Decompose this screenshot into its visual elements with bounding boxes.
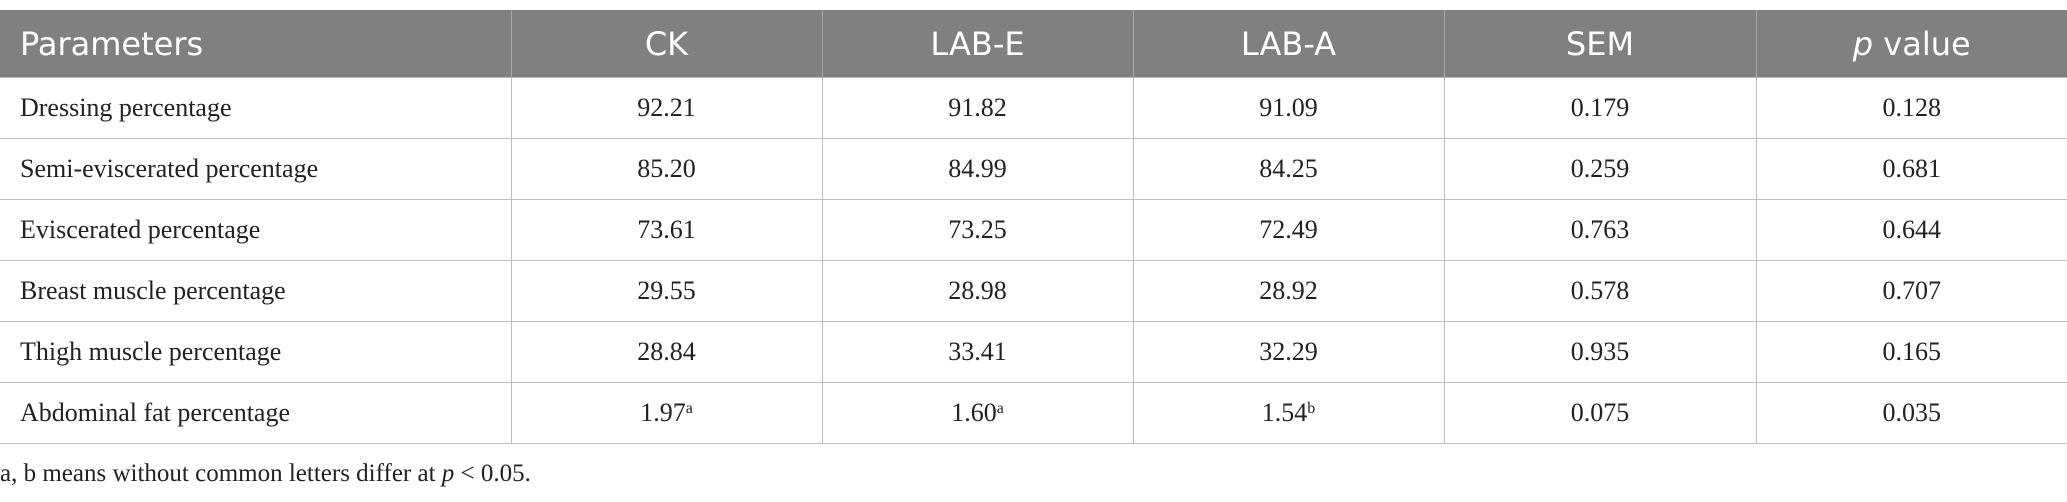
cell: 84.99 bbox=[821, 138, 1134, 200]
cell: 84.25 bbox=[1132, 138, 1445, 200]
data-table: Parameters CK LAB-E LAB-A SEM p value Dressin… bbox=[0, 10, 2067, 444]
cell-value: 1.97 bbox=[640, 398, 686, 427]
row-label: Thigh muscle percentage bbox=[0, 321, 512, 383]
table-row: Eviscerated percentage 73.61 73.25 72.49 0.7… bbox=[0, 199, 2067, 261]
footnote-text: a, b means without common letters differ… bbox=[0, 460, 442, 487]
cell: 1.97a bbox=[510, 382, 823, 444]
cell: 0.707 bbox=[1755, 260, 2067, 322]
header-text: value bbox=[1873, 24, 1971, 63]
footnote-italic: p bbox=[441, 460, 455, 487]
cell: 33.41 bbox=[821, 321, 1134, 383]
cell-value: 1.60 bbox=[951, 398, 997, 427]
cell: 28.84 bbox=[510, 321, 823, 383]
column-header: LAB-A bbox=[1132, 10, 1444, 78]
header-italic: p bbox=[1852, 24, 1874, 63]
row-label: Dressing percentage bbox=[0, 77, 512, 139]
cell: 1.54b bbox=[1132, 382, 1445, 444]
cell: 91.09 bbox=[1132, 77, 1445, 139]
row-label: Abdominal fat percentage bbox=[0, 382, 512, 444]
cell: 73.25 bbox=[821, 199, 1134, 261]
cell: 28.92 bbox=[1132, 260, 1445, 322]
cell: 72.49 bbox=[1132, 199, 1445, 261]
cell: 32.29 bbox=[1132, 321, 1445, 383]
cell: 0.035 bbox=[1755, 382, 2067, 444]
cell-superscript: a bbox=[996, 400, 1004, 417]
table-row: Abdominal fat percentage 1.97a 1.60a 1.54b 0… bbox=[0, 382, 2067, 444]
table-row: Breast muscle percentage 29.55 28.98 28.92 0… bbox=[0, 260, 2067, 322]
column-header: CK bbox=[510, 10, 822, 78]
row-label: Semi-eviscerated percentage bbox=[0, 138, 512, 200]
header-row: Parameters CK LAB-E LAB-A SEM p value bbox=[0, 10, 2067, 78]
cell: 73.61 bbox=[510, 199, 823, 261]
cell: 0.259 bbox=[1443, 138, 1757, 200]
footnote-text: < 0.05. bbox=[454, 460, 531, 487]
column-header: LAB-E bbox=[821, 10, 1133, 78]
row-label: Breast muscle percentage bbox=[0, 260, 512, 322]
table-row: Dressing percentage 92.21 91.82 91.09 0.179 0… bbox=[0, 77, 2067, 139]
cell: 1.60a bbox=[821, 382, 1134, 444]
cell: 29.55 bbox=[510, 260, 823, 322]
cell: 0.179 bbox=[1443, 77, 1757, 139]
footnote: a, b means without common letters differ… bbox=[0, 460, 531, 488]
column-header: Parameters bbox=[0, 10, 511, 78]
cell-superscript: a bbox=[685, 400, 693, 417]
cell: 85.20 bbox=[510, 138, 823, 200]
cell: 91.82 bbox=[821, 77, 1134, 139]
cell: 0.165 bbox=[1755, 321, 2067, 383]
cell-value: 1.54 bbox=[1261, 398, 1308, 427]
table-head: Parameters CK LAB-E LAB-A SEM p value bbox=[0, 10, 2067, 78]
cell: 0.578 bbox=[1443, 260, 1757, 322]
cell: 92.21 bbox=[510, 77, 823, 139]
cell: 0.935 bbox=[1443, 321, 1757, 383]
table-body: Dressing percentage 92.21 91.82 91.09 0.179 0… bbox=[0, 77, 2067, 444]
cell-superscript: b bbox=[1307, 400, 1316, 417]
row-label: Eviscerated percentage bbox=[0, 199, 512, 261]
table-row: Semi-eviscerated percentage 85.20 84.99 84.… bbox=[0, 138, 2067, 200]
cell: 0.075 bbox=[1443, 382, 1757, 444]
column-header: p value bbox=[1755, 10, 2067, 78]
table-row: Thigh muscle percentage 28.84 33.41 32.29 0.… bbox=[0, 321, 2067, 383]
cell: 0.763 bbox=[1443, 199, 1757, 261]
cell: 0.128 bbox=[1755, 77, 2067, 139]
cell: 28.98 bbox=[821, 260, 1134, 322]
column-header: SEM bbox=[1443, 10, 1756, 78]
cell: 0.681 bbox=[1755, 138, 2067, 200]
cell: 0.644 bbox=[1755, 199, 2067, 261]
